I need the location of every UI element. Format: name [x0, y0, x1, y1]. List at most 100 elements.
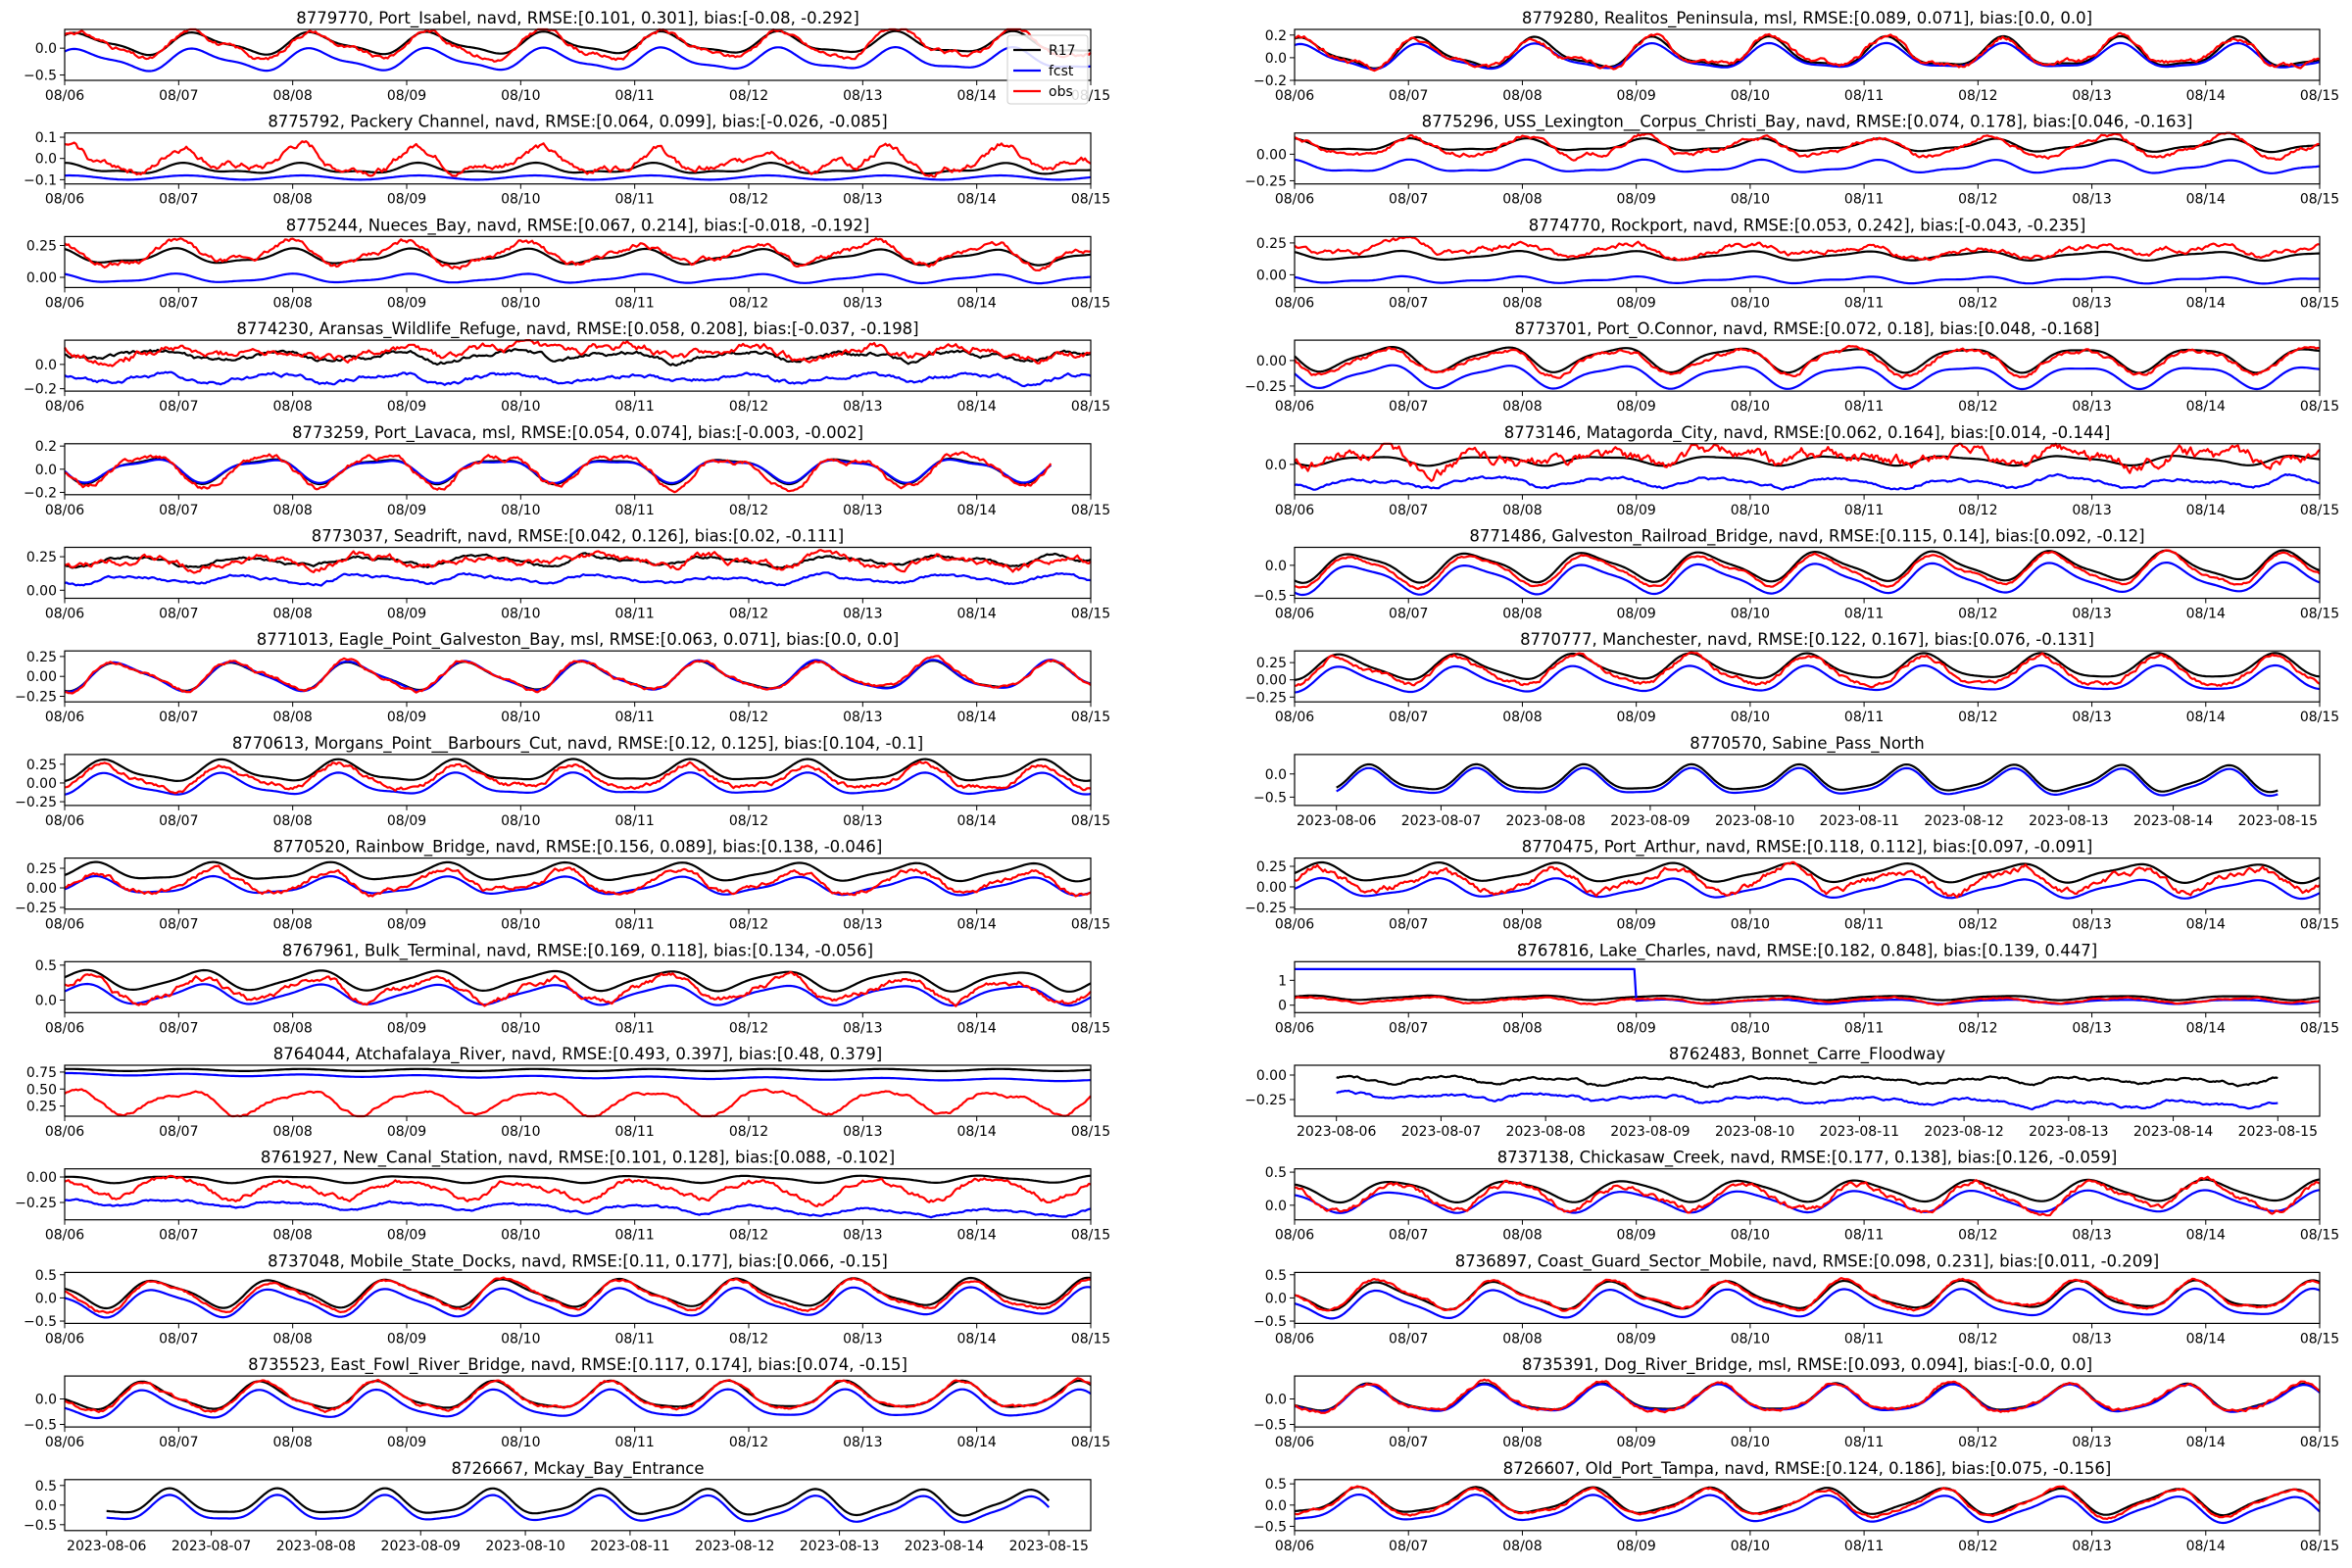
- y-tick-label: 0.5: [1265, 1268, 1287, 1284]
- x-tick-label: 08/14: [2186, 503, 2226, 518]
- x-tick-label: 08/09: [1616, 710, 1655, 725]
- series-line-R17: [64, 968, 1092, 993]
- x-tick-label: 08/13: [2072, 1228, 2111, 1244]
- y-tick-label: −0.5: [1253, 790, 1287, 806]
- y-tick-label: −0.25: [1245, 901, 1287, 916]
- x-tick-label: 08/14: [956, 503, 996, 518]
- x-tick-label: 08/08: [272, 607, 312, 622]
- x-tick-label: 08/07: [159, 1228, 198, 1244]
- x-tick-label: 08/11: [1844, 503, 1884, 518]
- x-tick-label: 08/11: [614, 503, 654, 518]
- x-tick-label: 08/10: [1731, 710, 1770, 725]
- x-tick-label: 08/09: [1616, 917, 1655, 933]
- x-tick-label: 08/13: [843, 1124, 882, 1140]
- x-tick-label: 08/08: [1502, 710, 1542, 725]
- axes-frame: [64, 754, 1092, 807]
- x-tick-label: 08/15: [1071, 917, 1110, 933]
- x-tick-label: 08/13: [2072, 88, 2111, 104]
- y-tick-label: −0.5: [24, 69, 57, 84]
- x-tick-label: 08/07: [1389, 503, 1428, 518]
- x-tick-label: 08/13: [2072, 295, 2111, 311]
- y-tick-label: 0.0: [35, 358, 57, 373]
- x-tick-label: 08/13: [843, 503, 882, 518]
- series-line-fcst: [1294, 1493, 2321, 1525]
- x-tick-label: 08/14: [2186, 399, 2226, 415]
- subplot: 8737048, Mobile_State_Docks, navd, RMSE:…: [24, 1251, 1110, 1347]
- subplot: 8770520, Rainbow_Bridge, navd, RMSE:[0.1…: [15, 838, 1110, 933]
- subplot-title: 8770613, Morgans_Point__Barbours_Cut, na…: [232, 734, 923, 754]
- y-tick-label: 0.25: [26, 650, 57, 665]
- subplot: 8735391, Dog_River_Bridge, msl, RMSE:[0.…: [1253, 1355, 2339, 1450]
- x-tick-label: 08/14: [2186, 1020, 2226, 1036]
- x-tick-label: 08/08: [272, 192, 312, 208]
- x-tick-label: 08/06: [1275, 88, 1314, 104]
- y-tick-label: 0.00: [26, 583, 57, 599]
- x-tick-label: 08/15: [2300, 295, 2339, 311]
- x-tick-label: 08/15: [1071, 1020, 1110, 1036]
- y-tick-label: 0.00: [1256, 268, 1287, 283]
- subplot-title: 8775244, Nueces_Bay, navd, RMSE:[0.067, …: [286, 216, 870, 235]
- x-tick-label: 08/13: [2072, 1539, 2111, 1554]
- x-tick-label: 08/09: [1616, 192, 1655, 208]
- x-tick-label: 08/07: [1389, 1331, 1428, 1347]
- x-tick-label: 2023-08-12: [1924, 1124, 2003, 1140]
- series-line-fcst: [64, 1388, 1092, 1420]
- x-tick-label: 08/07: [159, 607, 198, 622]
- axes-frame: [64, 650, 1092, 703]
- x-tick-label: 08/07: [159, 1331, 198, 1347]
- subplot-title: 8736897, Coast_Guard_Sector_Mobile, navd…: [1455, 1251, 2159, 1271]
- subplot: 8761927, New_Canal_Station, navd, RMSE:[…: [15, 1149, 1110, 1244]
- x-tick-label: 08/07: [159, 192, 198, 208]
- x-tick-label: 08/14: [2186, 1435, 2226, 1450]
- x-tick-label: 08/10: [501, 503, 540, 518]
- x-tick-label: 08/09: [1616, 1228, 1655, 1244]
- series-line-obs: [1294, 235, 2321, 262]
- y-tick-label: 0.00: [26, 776, 57, 792]
- x-tick-label: 08/10: [501, 1435, 540, 1450]
- x-tick-label: 2023-08-07: [172, 1539, 251, 1554]
- x-tick-label: 08/08: [272, 1331, 312, 1347]
- x-tick-label: 08/07: [1389, 710, 1428, 725]
- x-tick-label: 08/13: [843, 88, 882, 104]
- x-tick-label: 08/15: [2300, 1228, 2339, 1244]
- x-tick-label: 08/13: [843, 917, 882, 933]
- legend-label: R17: [1049, 43, 1076, 59]
- x-tick-label: 08/07: [1389, 295, 1428, 311]
- y-tick-label: −0.5: [24, 1418, 57, 1434]
- subplot: 8726607, Old_Port_Tampa, navd, RMSE:[0.1…: [1253, 1459, 2339, 1554]
- x-tick-label: 08/06: [1275, 1539, 1314, 1554]
- y-tick-label: −0.25: [1245, 379, 1287, 395]
- x-tick-label: 08/12: [729, 192, 768, 208]
- x-tick-label: 08/09: [1616, 503, 1655, 518]
- subplot: 8770475, Port_Arthur, navd, RMSE:[0.118,…: [1245, 838, 2339, 933]
- x-tick-label: 08/09: [387, 295, 426, 311]
- x-tick-label: 08/10: [1731, 192, 1770, 208]
- y-tick-label: 0.25: [26, 861, 57, 877]
- x-tick-label: 08/07: [1389, 1539, 1428, 1554]
- subplot: 8775296, USS_Lexington__Corpus_Christi_B…: [1245, 113, 2339, 208]
- subplot-title: 8762483, Bonnet_Carre_Floodway: [1669, 1045, 1945, 1064]
- y-tick-label: 0.5: [1265, 1165, 1287, 1181]
- x-tick-label: 08/07: [1389, 1020, 1428, 1036]
- x-tick-label: 08/13: [2072, 1435, 2111, 1450]
- x-tick-label: 2023-08-15: [1009, 1539, 1089, 1554]
- y-tick-label: 0.25: [26, 758, 57, 773]
- series-line-R17: [1294, 1178, 2321, 1204]
- x-tick-label: 08/12: [729, 88, 768, 104]
- axes-frame: [64, 28, 1092, 81]
- series-line-obs: [1294, 860, 2321, 899]
- subplot: 8774230, Aransas_Wildlife_Refuge, navd, …: [24, 319, 1110, 415]
- x-tick-label: 08/10: [1731, 1435, 1770, 1450]
- x-tick-label: 08/09: [1616, 399, 1655, 415]
- x-tick-label: 08/06: [45, 1228, 84, 1244]
- y-tick-label: −0.5: [1253, 1418, 1287, 1434]
- series-line-R17: [65, 1067, 1092, 1073]
- x-tick-label: 08/10: [501, 399, 540, 415]
- subplot-title: 8779770, Port_Isabel, navd, RMSE:[0.101,…: [296, 9, 859, 28]
- x-tick-label: 08/15: [1071, 295, 1110, 311]
- subplot: 8735523, East_Fowl_River_Bridge, navd, R…: [24, 1355, 1110, 1450]
- series-line-obs: [64, 864, 1092, 898]
- x-tick-label: 2023-08-10: [1715, 1124, 1794, 1140]
- x-tick-label: 08/14: [956, 295, 996, 311]
- x-tick-label: 2023-08-11: [590, 1539, 669, 1554]
